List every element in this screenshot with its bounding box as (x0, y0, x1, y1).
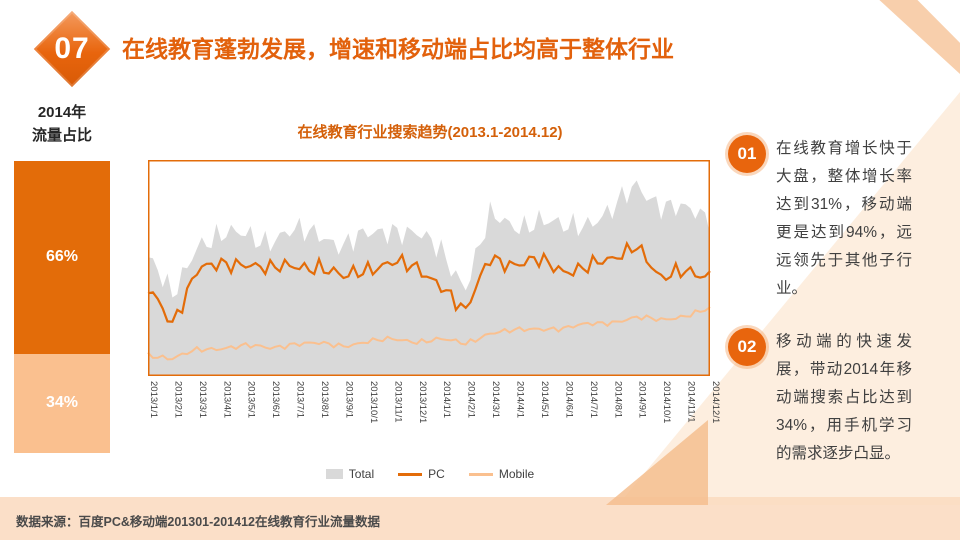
svg-text:2013/12/1: 2013/12/1 (417, 381, 428, 423)
traffic-share-label: 2014年 流量占比 (14, 102, 110, 147)
traffic-share-bar: 66% 34% (14, 161, 110, 453)
legend-label-mobile: Mobile (498, 467, 535, 481)
svg-text:2013/4/1: 2013/4/1 (221, 381, 232, 418)
traffic-share-segment-pc: 66% (14, 161, 110, 354)
svg-text:2014/3/1: 2014/3/1 (490, 381, 501, 418)
traffic-share-segment-mobile: 34% (14, 353, 110, 453)
note-2-text: 移动端的快速发展，带动2014年移动端搜索占比达到34%，用手机学习的需求逐步凸… (776, 333, 912, 462)
legend-swatch-total (325, 469, 343, 479)
note-2: 02 移动端的快速发展，带动2014年移动端搜索占比达到34%，用手机学习的需求… (728, 328, 938, 468)
svg-text:2014/8/1: 2014/8/1 (612, 381, 623, 418)
notes-panel: 01 在线教育增长快于大盘，整体增长率达到31%，移动端更是达到94%，远远领先… (728, 110, 938, 468)
chart-legend: Total PC Mobile (148, 467, 712, 481)
legend-swatch-mobile (468, 472, 493, 476)
svg-text:2014/9/1: 2014/9/1 (637, 381, 648, 418)
svg-text:2013/2/1: 2013/2/1 (172, 381, 183, 418)
legend-swatch-pc (398, 472, 423, 476)
traffic-share-label-line2: 流量占比 (31, 126, 92, 144)
svg-text:2013/8/1: 2013/8/1 (319, 381, 330, 418)
svg-text:2013/5/1: 2013/5/1 (246, 381, 257, 418)
legend-item-mobile: Mobile (468, 467, 535, 481)
data-source-note: 数据来源：百度PC&移动端201301-201412在线教育行业流量数据 (16, 515, 380, 529)
trend-chart-section: 在线教育行业搜索趋势(2013.1-2014.12) 2013/1/1 2013/… (147, 115, 721, 515)
slide-number: 07 (54, 32, 90, 65)
svg-text:2013/3/1: 2013/3/1 (197, 381, 208, 418)
note-2-number-badge: 02 (728, 328, 766, 366)
trend-chart-svg: 2013/1/1 2013/2/1 2013/3/1 2013/4/1 2013/5/1… (147, 160, 721, 423)
svg-text:2013/10/1: 2013/10/1 (368, 381, 379, 423)
svg-text:2013/9/1: 2013/9/1 (344, 381, 355, 418)
svg-text:2013/7/1: 2013/7/1 (295, 381, 306, 418)
svg-text:2013/1/1: 2013/1/1 (148, 381, 159, 418)
svg-text:2014/6/1: 2014/6/1 (563, 381, 574, 418)
chart-title: 在线教育行业搜索趋势(2013.1-2014.12) (297, 124, 563, 141)
legend-label-total: Total (348, 467, 375, 481)
svg-text:2014/7/1: 2014/7/1 (588, 381, 599, 418)
legend-item-total: Total (325, 467, 375, 481)
svg-text:2014/12/1: 2014/12/1 (710, 381, 721, 423)
svg-text:2014/11/1: 2014/11/1 (686, 381, 697, 423)
traffic-share-label-line1: 2014年 (37, 104, 87, 121)
svg-text:2014/4/1: 2014/4/1 (515, 381, 526, 418)
trend-chart-plot: 2013/1/1 2013/2/1 2013/3/1 2013/4/1 2013/5/1… (147, 160, 721, 460)
svg-text:2014/1/1: 2014/1/1 (441, 381, 452, 418)
svg-text:2013/6/1: 2013/6/1 (270, 381, 281, 418)
svg-text:2014/10/1: 2014/10/1 (661, 381, 672, 423)
note-1-text: 在线教育增长快于大盘，整体增长率达到31%，移动端更是达到94%，远远领先于其他… (776, 140, 912, 297)
legend-label-pc: PC (428, 467, 445, 481)
note-1-number-badge: 01 (728, 135, 766, 173)
traffic-share-panel: 2014年 流量占比 66% 34% (14, 102, 110, 453)
note-1: 01 在线教育增长快于大盘，整体增长率达到31%，移动端更是达到94%，远远领先… (728, 135, 938, 303)
svg-text:2014/5/1: 2014/5/1 (539, 381, 550, 418)
slide-number-diamond: 07 (33, 10, 111, 88)
page-title: 在线教育蓬勃发展，增速和移动端占比均高于整体行业 (122, 36, 674, 62)
legend-item-pc: PC (398, 467, 445, 481)
svg-text:2013/11/1: 2013/11/1 (392, 381, 403, 423)
svg-text:2014/2/1: 2014/2/1 (466, 381, 477, 418)
